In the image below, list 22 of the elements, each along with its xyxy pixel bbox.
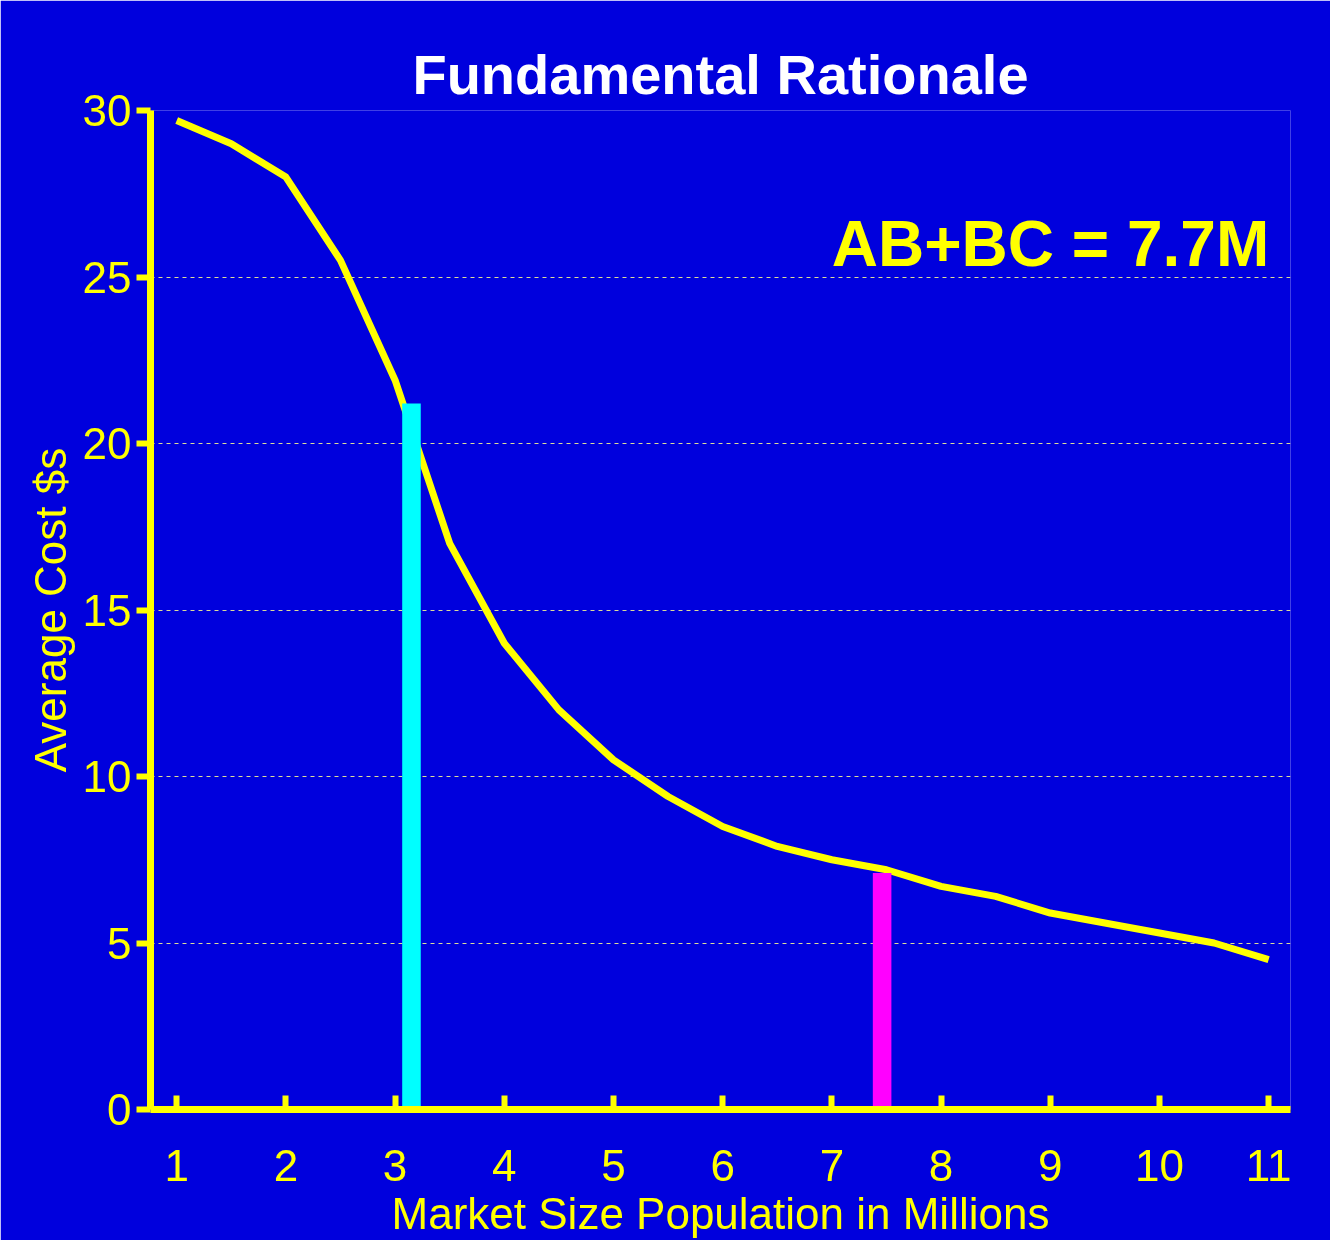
y-tick-label: 30: [82, 86, 132, 135]
x-tick-label: 7: [819, 1140, 845, 1190]
x-tick-label: 9: [1038, 1140, 1063, 1190]
y-tick-label: 10: [82, 752, 132, 801]
y-tick-label: 0: [107, 1085, 132, 1134]
x-tick-label: 4: [492, 1140, 517, 1190]
x-tick-label: 1: [164, 1140, 189, 1190]
x-tick-label: 2: [273, 1140, 299, 1190]
y-tick-label: 5: [107, 918, 132, 968]
x-tick-label: 5: [601, 1140, 626, 1190]
y-axis-title: Average Cost $s: [25, 447, 75, 773]
y-tick-label: 15: [82, 585, 132, 635]
y-tick-label: 25: [82, 252, 132, 302]
x-tick-label: 11: [1245, 1140, 1292, 1190]
y-tick-label: 20: [82, 419, 132, 468]
x-axis-title: Market Size Population in Millions: [391, 1188, 1050, 1238]
x-tick-label: 3: [382, 1140, 408, 1190]
annotation: AB+BC = 7.7M: [831, 207, 1270, 280]
chart-title: Fundamental Rationale: [412, 42, 1029, 106]
x-tick-label: 8: [928, 1140, 954, 1190]
x-tick-label: 10: [1134, 1140, 1184, 1190]
x-tick-label: 6: [710, 1140, 735, 1190]
